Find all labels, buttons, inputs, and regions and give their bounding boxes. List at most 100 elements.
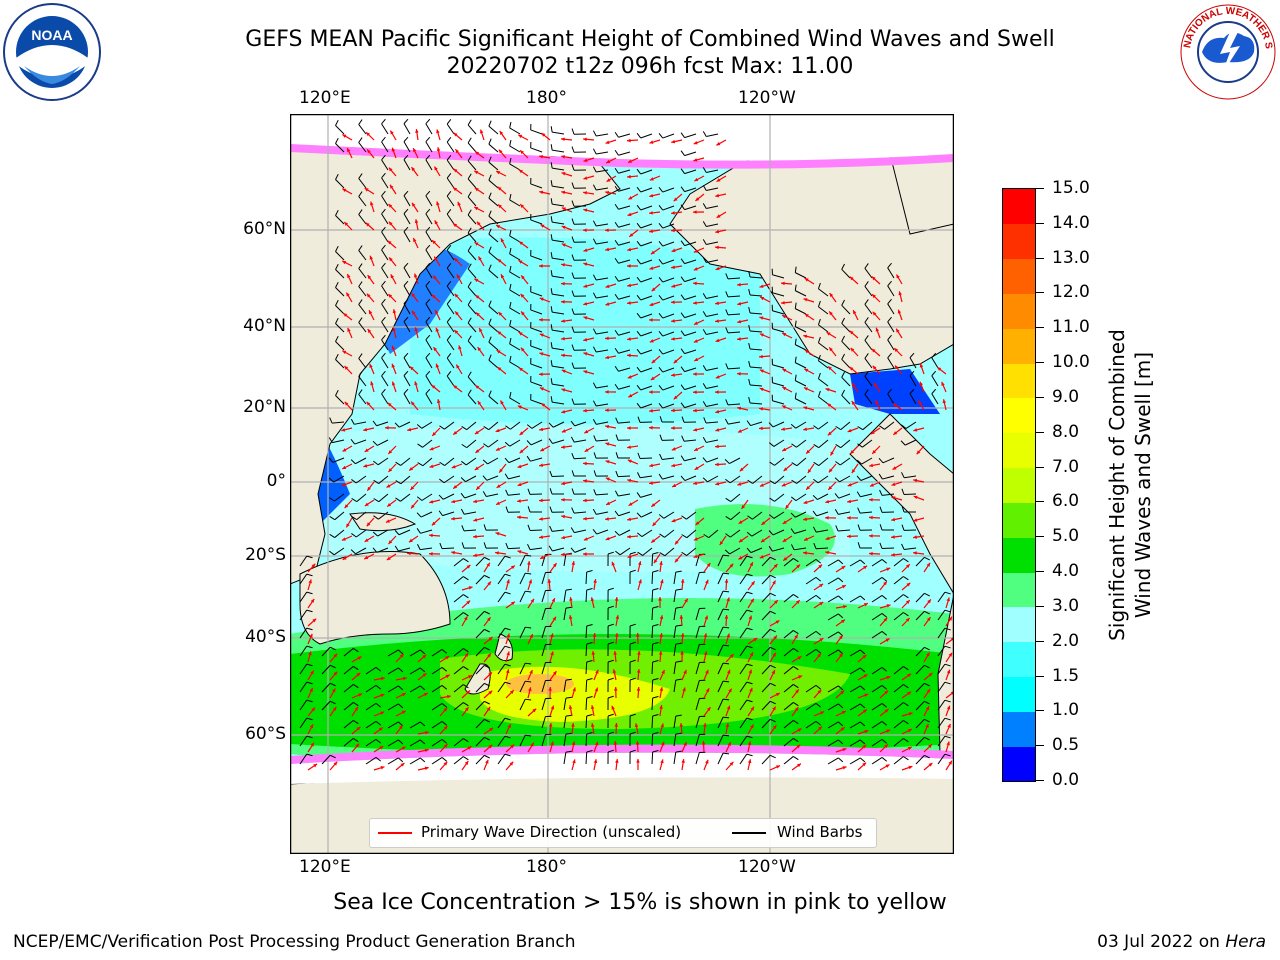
ice-edge (290, 144, 954, 764)
wave-direction-arrowhead (369, 363, 373, 368)
wave-direction-arrowhead (487, 581, 492, 586)
wave-direction-arrowhead (847, 534, 851, 539)
wind-barb-flag (637, 416, 641, 423)
wave-direction-arrowhead (458, 345, 462, 350)
wind-barb (795, 290, 807, 297)
wind-barb-flag (680, 186, 685, 192)
wind-barb-flag (901, 543, 905, 550)
wind-barb-flag (488, 246, 492, 253)
wave-direction-arrowhead (637, 651, 641, 655)
wind-barb-flag (441, 721, 448, 726)
wave-direction-arrowhead (379, 746, 384, 750)
wave-direction-arrowhead (561, 190, 566, 195)
wave-direction-arrowhead (498, 312, 503, 316)
wave-direction-arrowhead (913, 535, 917, 539)
wind-barb-flag (903, 558, 909, 563)
wave-direction-arrowhead (794, 707, 799, 711)
wind-barb (695, 752, 700, 765)
wave-direction-arrowhead (606, 501, 611, 505)
wind-barb-flag (856, 491, 861, 497)
wind-barb (596, 223, 609, 227)
wind-barb-flag (403, 298, 409, 304)
wind-barb-flag (790, 528, 795, 534)
wave-direction-arrowhead (907, 729, 912, 733)
lat-label-20s: 20°S (245, 545, 286, 565)
wind-barb-flag (350, 439, 356, 445)
wind-barb (651, 625, 654, 639)
wind-barb (358, 124, 367, 135)
wind-barb-flag (903, 612, 909, 617)
wave-direction-arrowhead (424, 748, 429, 753)
wave-direction-arrowhead (869, 483, 874, 487)
wind-barb-flag (864, 299, 869, 305)
wind-barb (882, 493, 895, 496)
wind-barb-flag (658, 295, 664, 301)
wave-direction-arrowhead (433, 347, 438, 352)
wind-barb-flag (467, 317, 472, 324)
wind-barb (662, 331, 675, 337)
wind-barb-flag (835, 444, 842, 449)
wave-direction-arrowhead (605, 424, 610, 429)
wind-barb-flag (702, 185, 707, 191)
wind-barb (871, 721, 883, 729)
wind-barb (530, 309, 543, 315)
wind-barb-flag (306, 573, 313, 577)
wind-barb-flag (607, 641, 614, 645)
wave-direction-arrowhead (649, 302, 654, 307)
wind-barb (332, 421, 345, 424)
wave-direction-arrowhead (829, 347, 833, 352)
wind-barb (827, 757, 839, 765)
wind-barb-flag (636, 186, 642, 193)
wave-direction-arrowhead (715, 375, 720, 379)
wind-barb (563, 608, 567, 621)
wave-direction-arrowhead (344, 365, 349, 370)
wave-direction-arrowhead (392, 327, 396, 332)
wind-barb (849, 559, 861, 567)
wave-direction-arrowhead (561, 497, 565, 502)
wind-barb (466, 439, 477, 448)
wind-barb (871, 739, 883, 747)
wind-barb-flag (680, 294, 685, 300)
wind-barb-flag (680, 150, 685, 156)
wind-barb-flag (725, 533, 731, 538)
wave-direction-arrowhead (539, 352, 544, 356)
wind-barb (443, 493, 455, 500)
wave-direction-arrowhead (583, 262, 588, 266)
wind-barb (446, 195, 455, 207)
wave-direction-arrowhead (841, 711, 846, 715)
wind-barb (425, 249, 433, 261)
wave-direction-arrowhead (872, 449, 877, 454)
wind-barb (827, 685, 839, 693)
wind-barb (574, 421, 587, 427)
wind-barb (640, 205, 653, 211)
wave-direction-arrowhead (870, 430, 875, 435)
wave-direction-arrowhead (693, 390, 697, 394)
wind-barb (497, 663, 506, 675)
wind-barb (355, 457, 367, 465)
wind-barb-flag (446, 245, 452, 251)
wind-barb-flag (817, 336, 821, 343)
wave-direction-arrowhead (803, 298, 808, 302)
wave-direction-arrowhead (629, 233, 634, 237)
wind-barb-flag (857, 542, 861, 549)
wind-barb (673, 590, 677, 603)
wind-barb (893, 576, 904, 585)
wind-barb-flag (417, 462, 424, 467)
wind-barb (387, 649, 399, 657)
wave-direction-arrowhead (649, 481, 653, 485)
wind-barb-flag (770, 628, 776, 633)
wind-barb-flag (306, 717, 313, 721)
wind-barb-flag (425, 244, 431, 251)
wave-direction-arrowhead (919, 381, 924, 386)
wave-direction-arrowhead (898, 291, 902, 296)
wind-barb-flag (615, 452, 619, 459)
wind-barb (915, 737, 925, 747)
wind-barb-flag (615, 417, 619, 424)
wind-barb (551, 475, 565, 478)
wind-barb (818, 421, 829, 430)
wind-barb (321, 754, 331, 765)
wave-direction-arrowhead (891, 535, 895, 539)
wind-barb-flag (593, 470, 597, 477)
wave-direction-arrowhead (466, 600, 471, 605)
wind-barb (673, 662, 677, 675)
